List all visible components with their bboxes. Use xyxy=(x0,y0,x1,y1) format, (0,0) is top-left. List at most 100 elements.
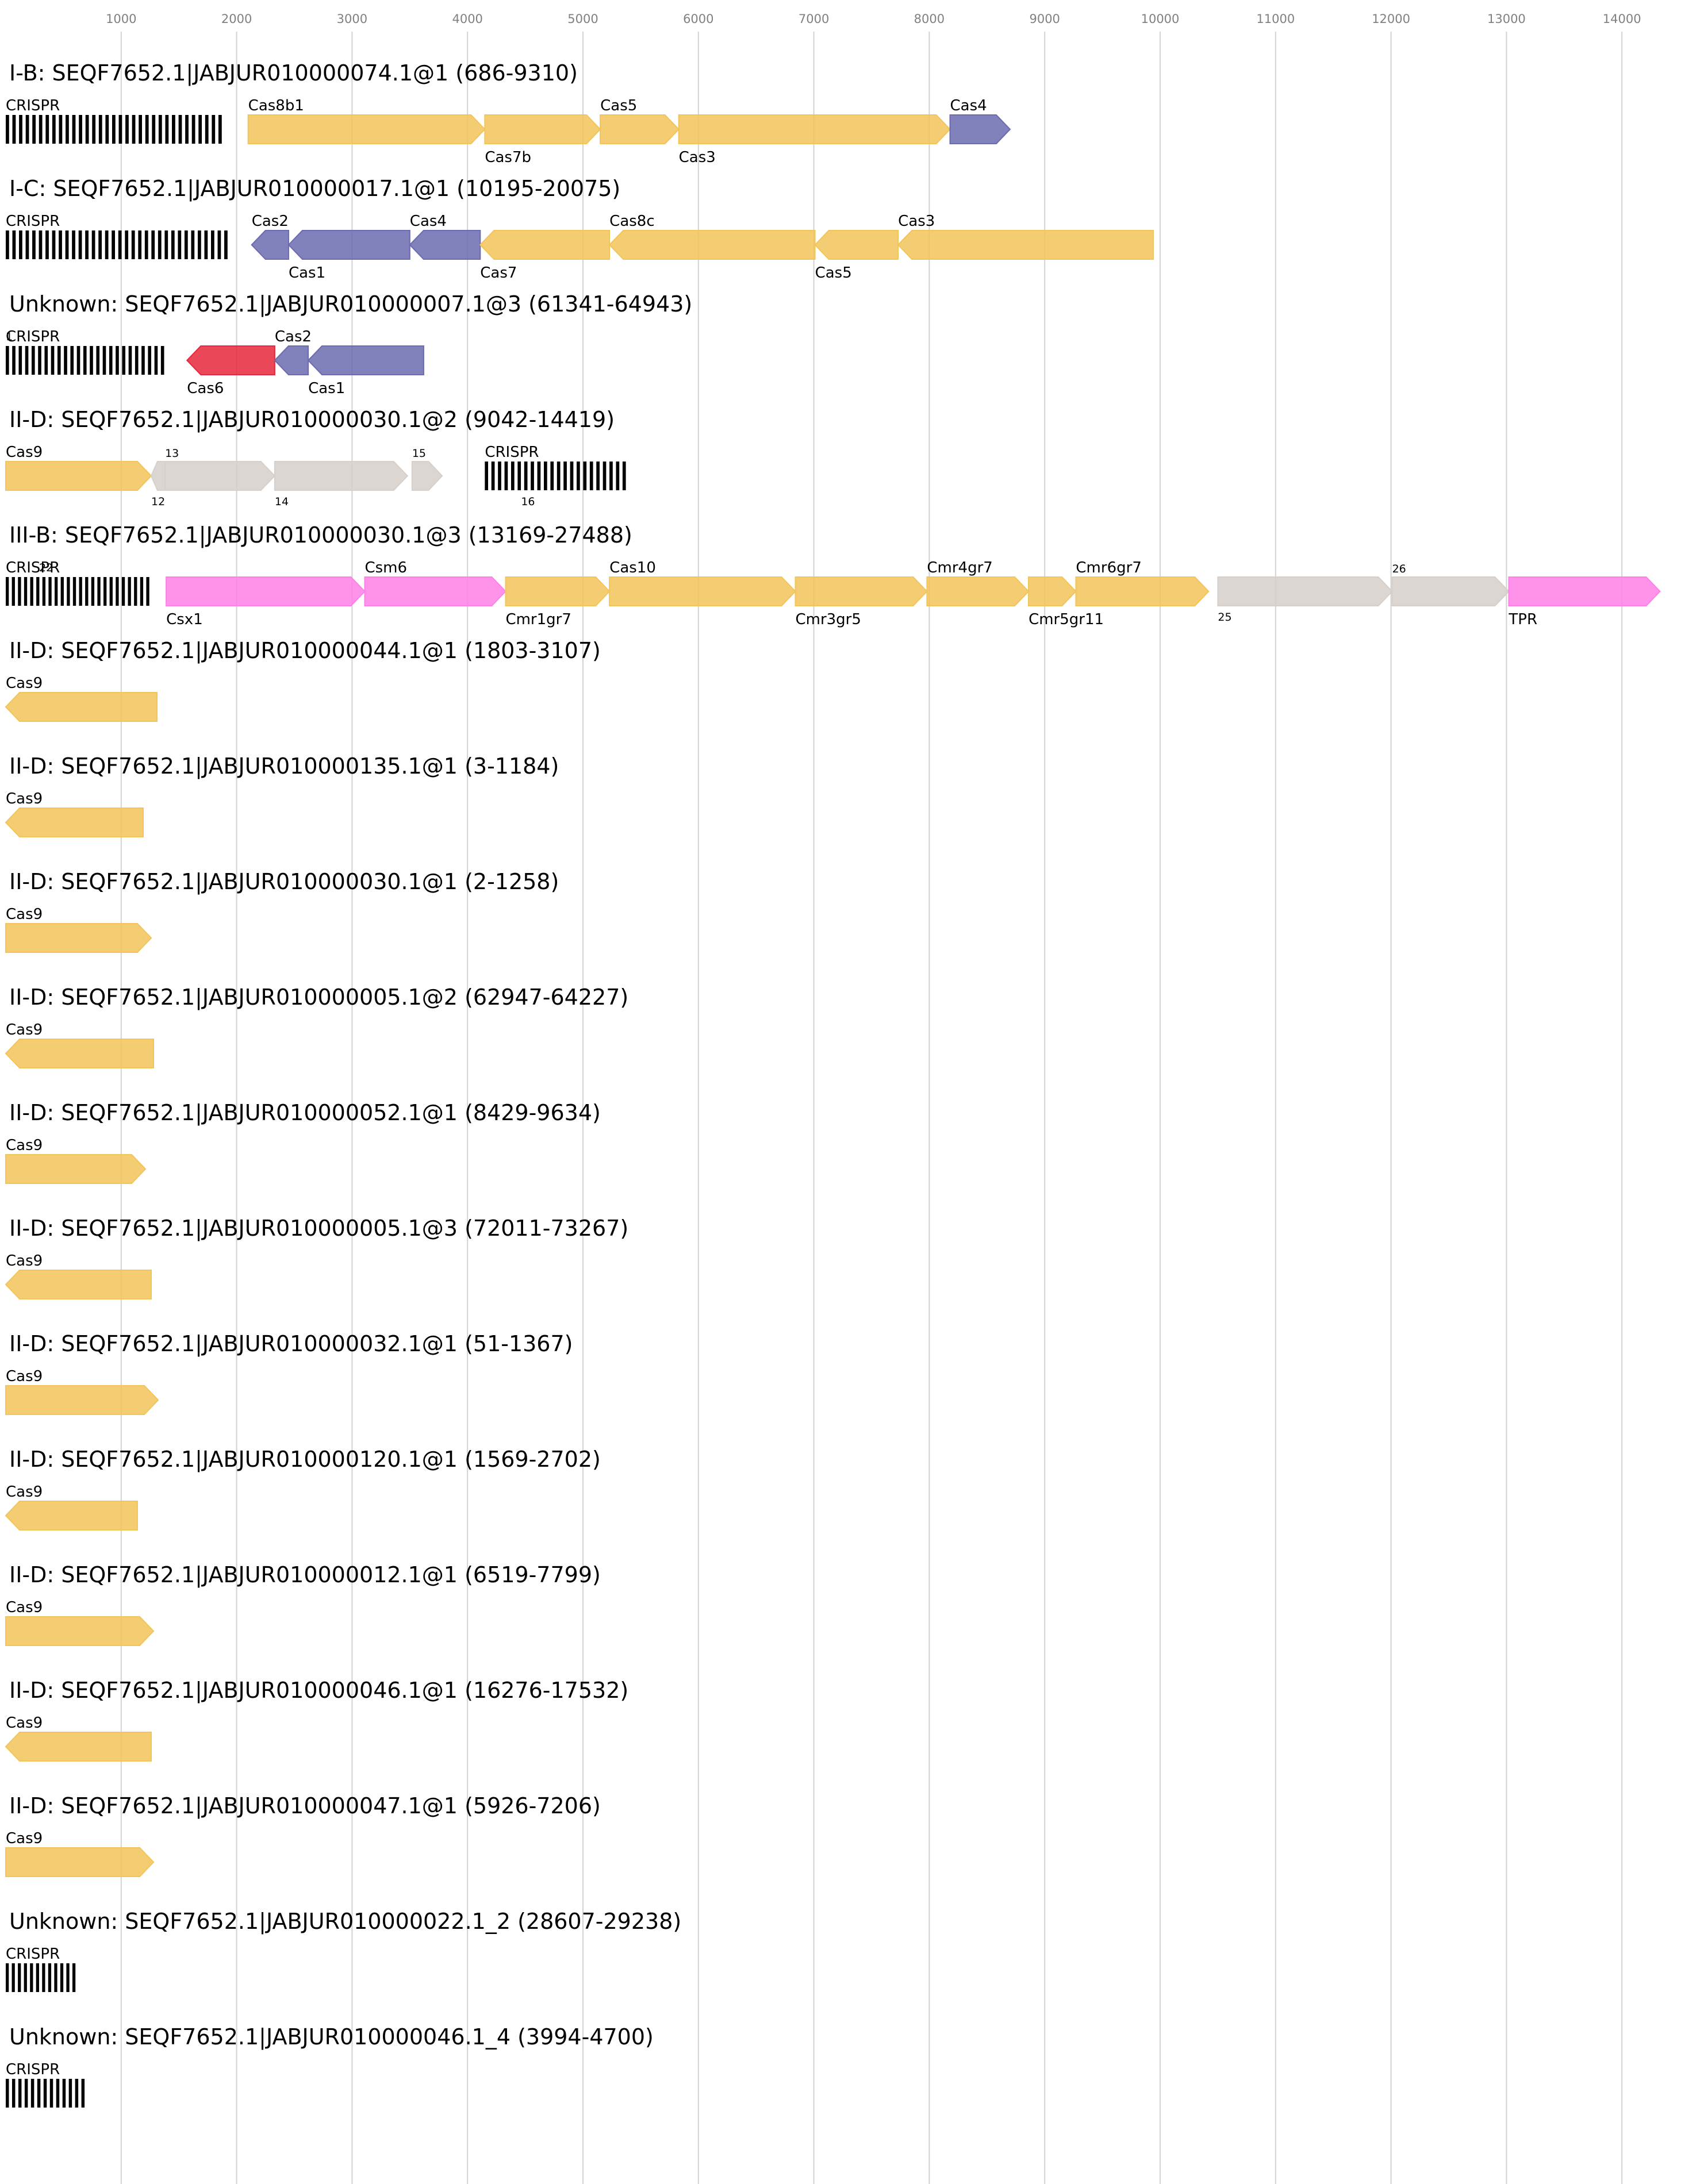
gene-label: 13 xyxy=(165,447,179,460)
crispr-repeat xyxy=(36,1963,39,1992)
crispr-repeat xyxy=(128,577,131,606)
crispr-repeat xyxy=(32,230,36,259)
locus-title: II-D: SEQF7652.1|JABJUR010000135.1@1 (3-… xyxy=(9,753,559,779)
crispr-array: CRISPR xyxy=(6,1945,76,1992)
gene-arrow xyxy=(5,461,152,491)
gene-label: Cas4 xyxy=(410,213,447,230)
locus-row: II-D: SEQF7652.1|JABJUR010000030.1@1 (2-… xyxy=(5,869,559,953)
crispr-repeat xyxy=(109,346,113,375)
crispr-repeat xyxy=(498,462,501,490)
crispr-repeat xyxy=(19,230,22,259)
crispr-repeat xyxy=(118,230,122,259)
crispr-repeat xyxy=(42,1963,45,1992)
crispr-repeat xyxy=(18,2079,22,2108)
crispr-repeat xyxy=(217,230,221,259)
gene-arrow xyxy=(251,230,289,260)
crispr-repeat xyxy=(6,2079,9,2108)
locus-row: II-D: SEQF7652.1|JABJUR010000046.1@1 (16… xyxy=(5,1678,628,1762)
gene-arrow xyxy=(479,230,611,260)
locus-row: II-D: SEQF7652.1|JABJUR010000030.1@2 (90… xyxy=(5,407,626,508)
crispr-repeat xyxy=(205,115,209,144)
crispr-repeat xyxy=(96,346,100,375)
crispr-repeat xyxy=(6,230,9,259)
crispr-repeat xyxy=(131,230,135,259)
crispr-array: CRISPR 16 xyxy=(485,444,626,508)
crispr-repeat xyxy=(85,115,89,144)
locus-title: I-B: SEQF7652.1|JABJUR010000074.1@1 (686… xyxy=(9,60,578,86)
crispr-repeat xyxy=(570,462,574,490)
crispr-repeat xyxy=(105,230,109,259)
gene-arrow xyxy=(274,345,309,375)
crispr-repeat xyxy=(537,462,541,490)
crispr-repeat xyxy=(197,230,201,259)
crispr-repeat xyxy=(55,577,58,606)
crispr-repeat xyxy=(25,346,29,375)
crispr-repeat xyxy=(32,115,36,144)
gene-label: Cas5 xyxy=(815,264,852,282)
crispr-repeat xyxy=(45,115,49,144)
locus-row: Unknown: SEQF7652.1|JABJUR010000046.1_4 … xyxy=(6,2024,654,2108)
crispr-repeat xyxy=(78,230,82,259)
axis-tick-label: 6000 xyxy=(683,12,713,26)
crispr-repeat xyxy=(517,462,521,490)
gene-arrow xyxy=(5,1154,147,1184)
axis-tick-label: 13000 xyxy=(1487,12,1526,26)
crispr-repeat xyxy=(72,115,76,144)
locus-title: II-D: SEQF7652.1|JABJUR010000005.1@2 (62… xyxy=(9,985,628,1010)
crispr-repeat xyxy=(48,1963,52,1992)
crispr-repeat xyxy=(158,115,162,144)
gene-arrow xyxy=(5,1270,152,1299)
crispr-repeat xyxy=(92,115,96,144)
crispr-repeat xyxy=(65,230,69,259)
crispr-repeat xyxy=(504,462,508,490)
locus-row: II-D: SEQF7652.1|JABJUR010000047.1@1 (59… xyxy=(5,1793,601,1877)
locus-title: II-D: SEQF7652.1|JABJUR010000120.1@1 (15… xyxy=(9,1447,601,1472)
crispr-repeat xyxy=(602,462,607,490)
axis-tick-label: 7000 xyxy=(799,12,829,26)
crispr-label: CRISPR xyxy=(6,2061,60,2078)
crispr-repeat xyxy=(109,577,113,606)
locus-title: I-C: SEQF7652.1|JABJUR010000017.1@1 (101… xyxy=(9,176,620,202)
gene-arrow xyxy=(609,576,796,606)
crispr-label: CRISPR xyxy=(6,328,60,345)
crispr-repeat xyxy=(56,2079,60,2108)
crispr-repeat xyxy=(211,230,214,259)
locus-title: II-D: SEQF7652.1|JABJUR010000012.1@1 (65… xyxy=(9,1562,601,1588)
gene-arrow xyxy=(274,461,409,491)
locus-row: II-D: SEQF7652.1|JABJUR010000044.1@1 (18… xyxy=(5,638,601,722)
gene-label: Cas6 xyxy=(187,380,224,397)
gene-label: Cas10 xyxy=(609,559,656,576)
gene-arrow xyxy=(5,1732,152,1762)
crispr-repeat xyxy=(116,346,119,375)
crispr-repeat xyxy=(30,1963,33,1992)
gene-arrow xyxy=(1508,576,1661,606)
gene-label: Cas3 xyxy=(679,149,716,166)
crispr-repeat xyxy=(42,577,46,606)
crispr-repeat xyxy=(191,230,195,259)
crispr-repeat xyxy=(25,230,29,259)
locus-row: III-B: SEQF7652.1|JABJUR010000030.1@3 (1… xyxy=(6,522,1661,628)
gene-arrow xyxy=(5,1039,155,1068)
crispr-repeat xyxy=(79,115,82,144)
crispr-repeat xyxy=(596,462,600,490)
crispr-repeat xyxy=(59,230,62,259)
gene-arrow xyxy=(5,692,158,722)
gene-label: Cas9 xyxy=(6,1137,43,1154)
crispr-repeat xyxy=(24,1963,27,1992)
locus-title: II-D: SEQF7652.1|JABJUR010000047.1@1 (59… xyxy=(9,1793,601,1819)
crispr-repeat xyxy=(6,577,9,606)
crispr-repeat xyxy=(97,577,101,606)
crispr-repeat xyxy=(121,577,125,606)
gene-arrow xyxy=(411,461,443,491)
crispr-repeat xyxy=(511,462,515,490)
crispr-repeat xyxy=(139,115,143,144)
crispr-repeat xyxy=(85,577,89,606)
crispr-label: CRISPR xyxy=(6,1945,60,1963)
loci: I-B: SEQF7652.1|JABJUR010000074.1@1 (686… xyxy=(5,60,1661,2108)
locus-title: Unknown: SEQF7652.1|JABJUR010000007.1@3 … xyxy=(9,291,692,317)
crispr-repeat xyxy=(122,346,126,375)
gene-label: 26 xyxy=(1392,563,1406,575)
crispr-repeat xyxy=(160,346,164,375)
crispr-label: CRISPR xyxy=(6,559,60,576)
crispr-repeat xyxy=(103,577,107,606)
